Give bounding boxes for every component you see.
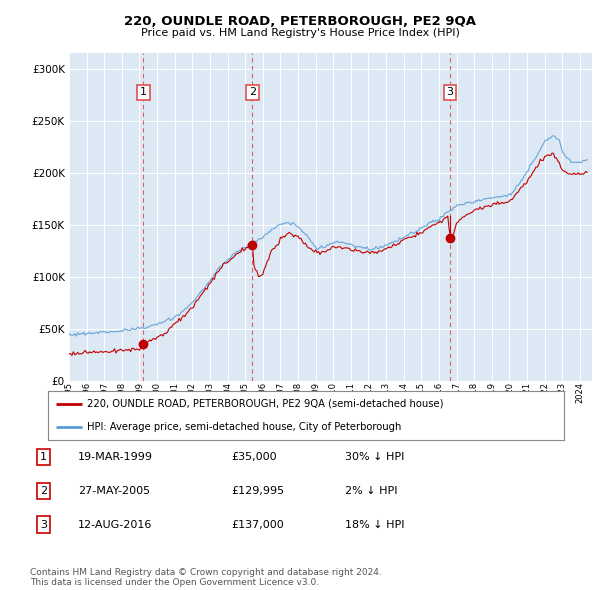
Text: 220, OUNDLE ROAD, PETERBOROUGH, PE2 9QA: 220, OUNDLE ROAD, PETERBOROUGH, PE2 9QA — [124, 15, 476, 28]
Text: HPI: Average price, semi-detached house, City of Peterborough: HPI: Average price, semi-detached house,… — [86, 422, 401, 432]
Text: 1: 1 — [40, 453, 47, 462]
Text: 3: 3 — [40, 520, 47, 529]
Text: £35,000: £35,000 — [231, 453, 277, 462]
Text: 12-AUG-2016: 12-AUG-2016 — [78, 520, 152, 529]
Text: 3: 3 — [446, 87, 454, 97]
Text: 19-MAR-1999: 19-MAR-1999 — [78, 453, 153, 462]
Text: £137,000: £137,000 — [231, 520, 284, 529]
Text: Price paid vs. HM Land Registry's House Price Index (HPI): Price paid vs. HM Land Registry's House … — [140, 28, 460, 38]
Text: 2: 2 — [40, 486, 47, 496]
Text: 2% ↓ HPI: 2% ↓ HPI — [345, 486, 398, 496]
Text: 30% ↓ HPI: 30% ↓ HPI — [345, 453, 404, 462]
Text: £129,995: £129,995 — [231, 486, 284, 496]
Text: 2: 2 — [249, 87, 256, 97]
Text: 1: 1 — [140, 87, 147, 97]
Text: 220, OUNDLE ROAD, PETERBOROUGH, PE2 9QA (semi-detached house): 220, OUNDLE ROAD, PETERBOROUGH, PE2 9QA … — [86, 399, 443, 409]
Text: Contains HM Land Registry data © Crown copyright and database right 2024.
This d: Contains HM Land Registry data © Crown c… — [30, 568, 382, 587]
Text: 27-MAY-2005: 27-MAY-2005 — [78, 486, 150, 496]
Text: 18% ↓ HPI: 18% ↓ HPI — [345, 520, 404, 529]
